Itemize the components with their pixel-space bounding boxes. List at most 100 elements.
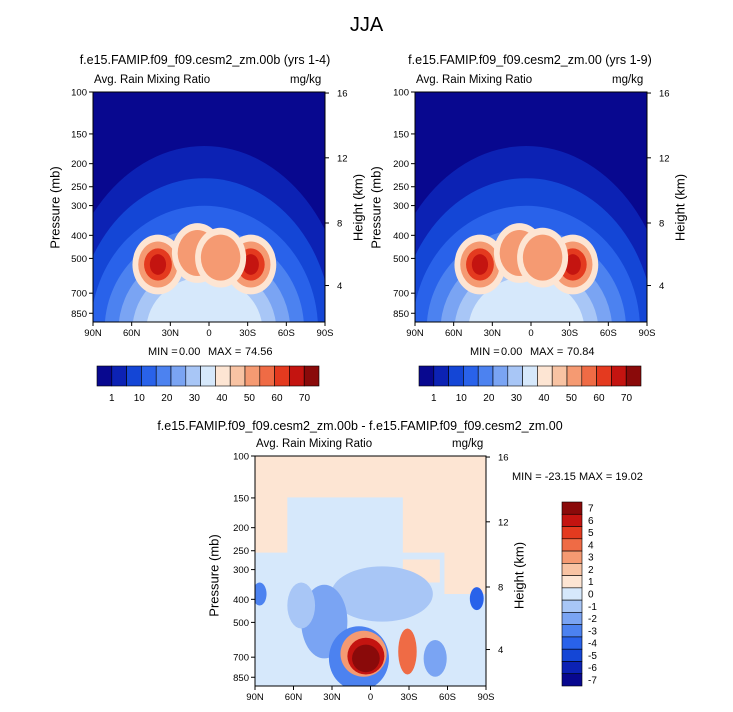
figure-title: JJA <box>349 14 384 36</box>
panel-2-colorbar-box-12 <box>596 365 612 387</box>
panel-2-max-label: MAX = <box>530 346 564 358</box>
panel-1-colorbar-label-70: 70 <box>299 393 311 404</box>
panel-1-colorbar-box-5 <box>170 365 187 387</box>
panel-1-min-label: MIN = <box>148 346 178 358</box>
panel-1-min-value: 0.00 <box>179 346 201 358</box>
panel-1-core-0-d <box>149 254 167 275</box>
panel-3-rtick-8: 8 <box>498 582 503 593</box>
panel-1-xtick-60N: 60N <box>123 328 141 339</box>
panel-1-ytick-400: 400 <box>71 231 87 242</box>
panel-3-ylabel: Pressure (mb) <box>206 534 222 617</box>
panel-1-ytick-300: 300 <box>71 201 87 212</box>
panel-1-colorbar-box-8 <box>215 365 231 387</box>
panel-2-ytick-700: 700 <box>393 289 409 300</box>
panel-2-colorbar-label-30: 30 <box>511 393 523 404</box>
panel-3-colorbar-label-2: 5 <box>588 528 594 539</box>
panel-1-colorbar-label-40: 40 <box>216 393 228 404</box>
panel-2-max-value: 70.84 <box>567 346 595 358</box>
panel-1-colorbar-box-14 <box>303 365 320 387</box>
panel-1-ylabel: Pressure (mb) <box>47 166 63 249</box>
diff-neg-5 <box>423 640 447 677</box>
panel-1-xtick-90S: 90S <box>317 328 334 339</box>
panel-1-core-3-b <box>200 234 241 281</box>
panel-3-ytick-500: 500 <box>233 618 249 629</box>
panel-3-colorbar-box-14 <box>561 673 583 687</box>
panel-2-xtick-30N: 30N <box>484 328 502 339</box>
panel-1-title: f.e15.FAMIP.f09_f09.cesm2_zm.00b (yrs 1-… <box>79 53 331 67</box>
panel-2-colorbar-box-6 <box>507 365 523 387</box>
diff-zero-band-mid <box>287 497 403 555</box>
panel-3-rtick-4: 4 <box>498 645 503 656</box>
panel-3-colorbar-box-3 <box>561 538 583 552</box>
panel-2-ylabel-right: Height (km) <box>672 173 688 242</box>
panel-3-colorbar-label-6: 1 <box>588 577 594 588</box>
panel-3-xtick-60N: 60N <box>285 692 303 703</box>
panel-1-colorbar-box-10 <box>244 365 261 387</box>
panel-2-ylabel: Pressure (mb) <box>368 166 384 249</box>
panel-3-ytick-150: 150 <box>233 493 249 504</box>
panel-2-xtick-60N: 60N <box>445 328 463 339</box>
diff-neg-1 <box>331 566 433 622</box>
panel-2-colorbar-label-70: 70 <box>621 393 633 404</box>
panel-3-colorbar-label-10: -3 <box>588 626 597 637</box>
diff-pos-core-c <box>352 644 380 673</box>
panel-1-ytick-700: 700 <box>71 289 87 300</box>
panel-2-rtick-8: 8 <box>659 218 664 229</box>
panel-2-xtick-90N: 90N <box>406 328 424 339</box>
panel-3-ytick-200: 200 <box>233 523 249 534</box>
panel-3-colorbar-label-14: -7 <box>588 675 597 686</box>
panel-2-min-label: MIN = <box>470 346 500 358</box>
panel-1-ytick-500: 500 <box>71 254 87 265</box>
panel-3-ytick-850: 850 <box>233 673 249 684</box>
panel-2-xtick-90S: 90S <box>639 328 656 339</box>
panel-2-ytick-100: 100 <box>393 88 409 99</box>
panel-1-colorbar-label-1: 1 <box>109 393 115 404</box>
panel-2-colorbar-box-5 <box>492 365 509 387</box>
panel-1-colorbar-label-10: 10 <box>134 393 146 404</box>
panel-1-ytick-200: 200 <box>71 159 87 170</box>
panel-2-core-1-d <box>564 254 581 275</box>
panel-2-ytick-500: 500 <box>393 254 409 265</box>
panel-3-xtick-30N: 30N <box>323 692 341 703</box>
panel-2-ytick-200: 200 <box>393 159 409 170</box>
panel-3-colorbar-box-10 <box>561 624 583 638</box>
panel-2-colorbar-box-1 <box>433 365 449 387</box>
panel-3-colorbar-label-13: -6 <box>588 663 597 674</box>
panel-1-colorbar-box-6 <box>185 365 201 387</box>
panel-2-colorbar-box-0 <box>418 365 435 387</box>
panel-1-field <box>93 146 325 322</box>
panel-3-field <box>255 497 486 686</box>
panel-3-xtick-90N: 90N <box>246 692 264 703</box>
panel-3-xtick-0: 0 <box>368 692 373 703</box>
panel-2-min-value: 0.00 <box>501 346 523 358</box>
panel-2-contour-6 <box>469 277 584 322</box>
panel-3-ytick-400: 400 <box>233 595 249 606</box>
panel-1-contour-6 <box>147 277 262 322</box>
panel-1-colorbar-box-13 <box>289 365 305 387</box>
panel-2-rtick-12: 12 <box>659 153 670 164</box>
panel-3-colorbar-label-12: -5 <box>588 651 597 662</box>
panel-1-colorbar-box-11 <box>259 365 275 387</box>
panel-3-ytick-700: 700 <box>233 653 249 664</box>
panel-3-colorbar-box-2 <box>561 526 583 540</box>
panel-2-colorbar-box-14 <box>625 365 642 387</box>
panel-1-xtick-60S: 60S <box>278 328 295 339</box>
panel-1-xtick-30S: 30S <box>239 328 256 339</box>
panel-1-max-label: MAX = <box>208 346 242 358</box>
panel-3-colorbar-label-8: -1 <box>588 602 597 613</box>
panel-2-colorbar-box-13 <box>611 365 627 387</box>
panel-1-ylabel-right: Height (km) <box>350 173 366 242</box>
panel-3-colorbar-label-9: -2 <box>588 614 597 625</box>
panel-3-colorbar-label-1: 6 <box>588 516 594 527</box>
panel-1-rtick-12: 12 <box>337 153 348 164</box>
panel-2-rtick-16: 16 <box>659 89 670 100</box>
diff-neg-6 <box>469 587 484 611</box>
panel-3-rtick-16: 16 <box>498 453 509 464</box>
panel-2-colorbar-label-20: 20 <box>483 393 495 404</box>
panel-1-units: mg/kg <box>290 74 322 86</box>
panel-1-colorbar-box-9 <box>229 365 246 387</box>
panel-3-colorbar-box-9 <box>561 612 583 625</box>
panel-3-xtick-30S: 30S <box>401 692 418 703</box>
panel-2-ytick-250: 250 <box>393 182 409 193</box>
